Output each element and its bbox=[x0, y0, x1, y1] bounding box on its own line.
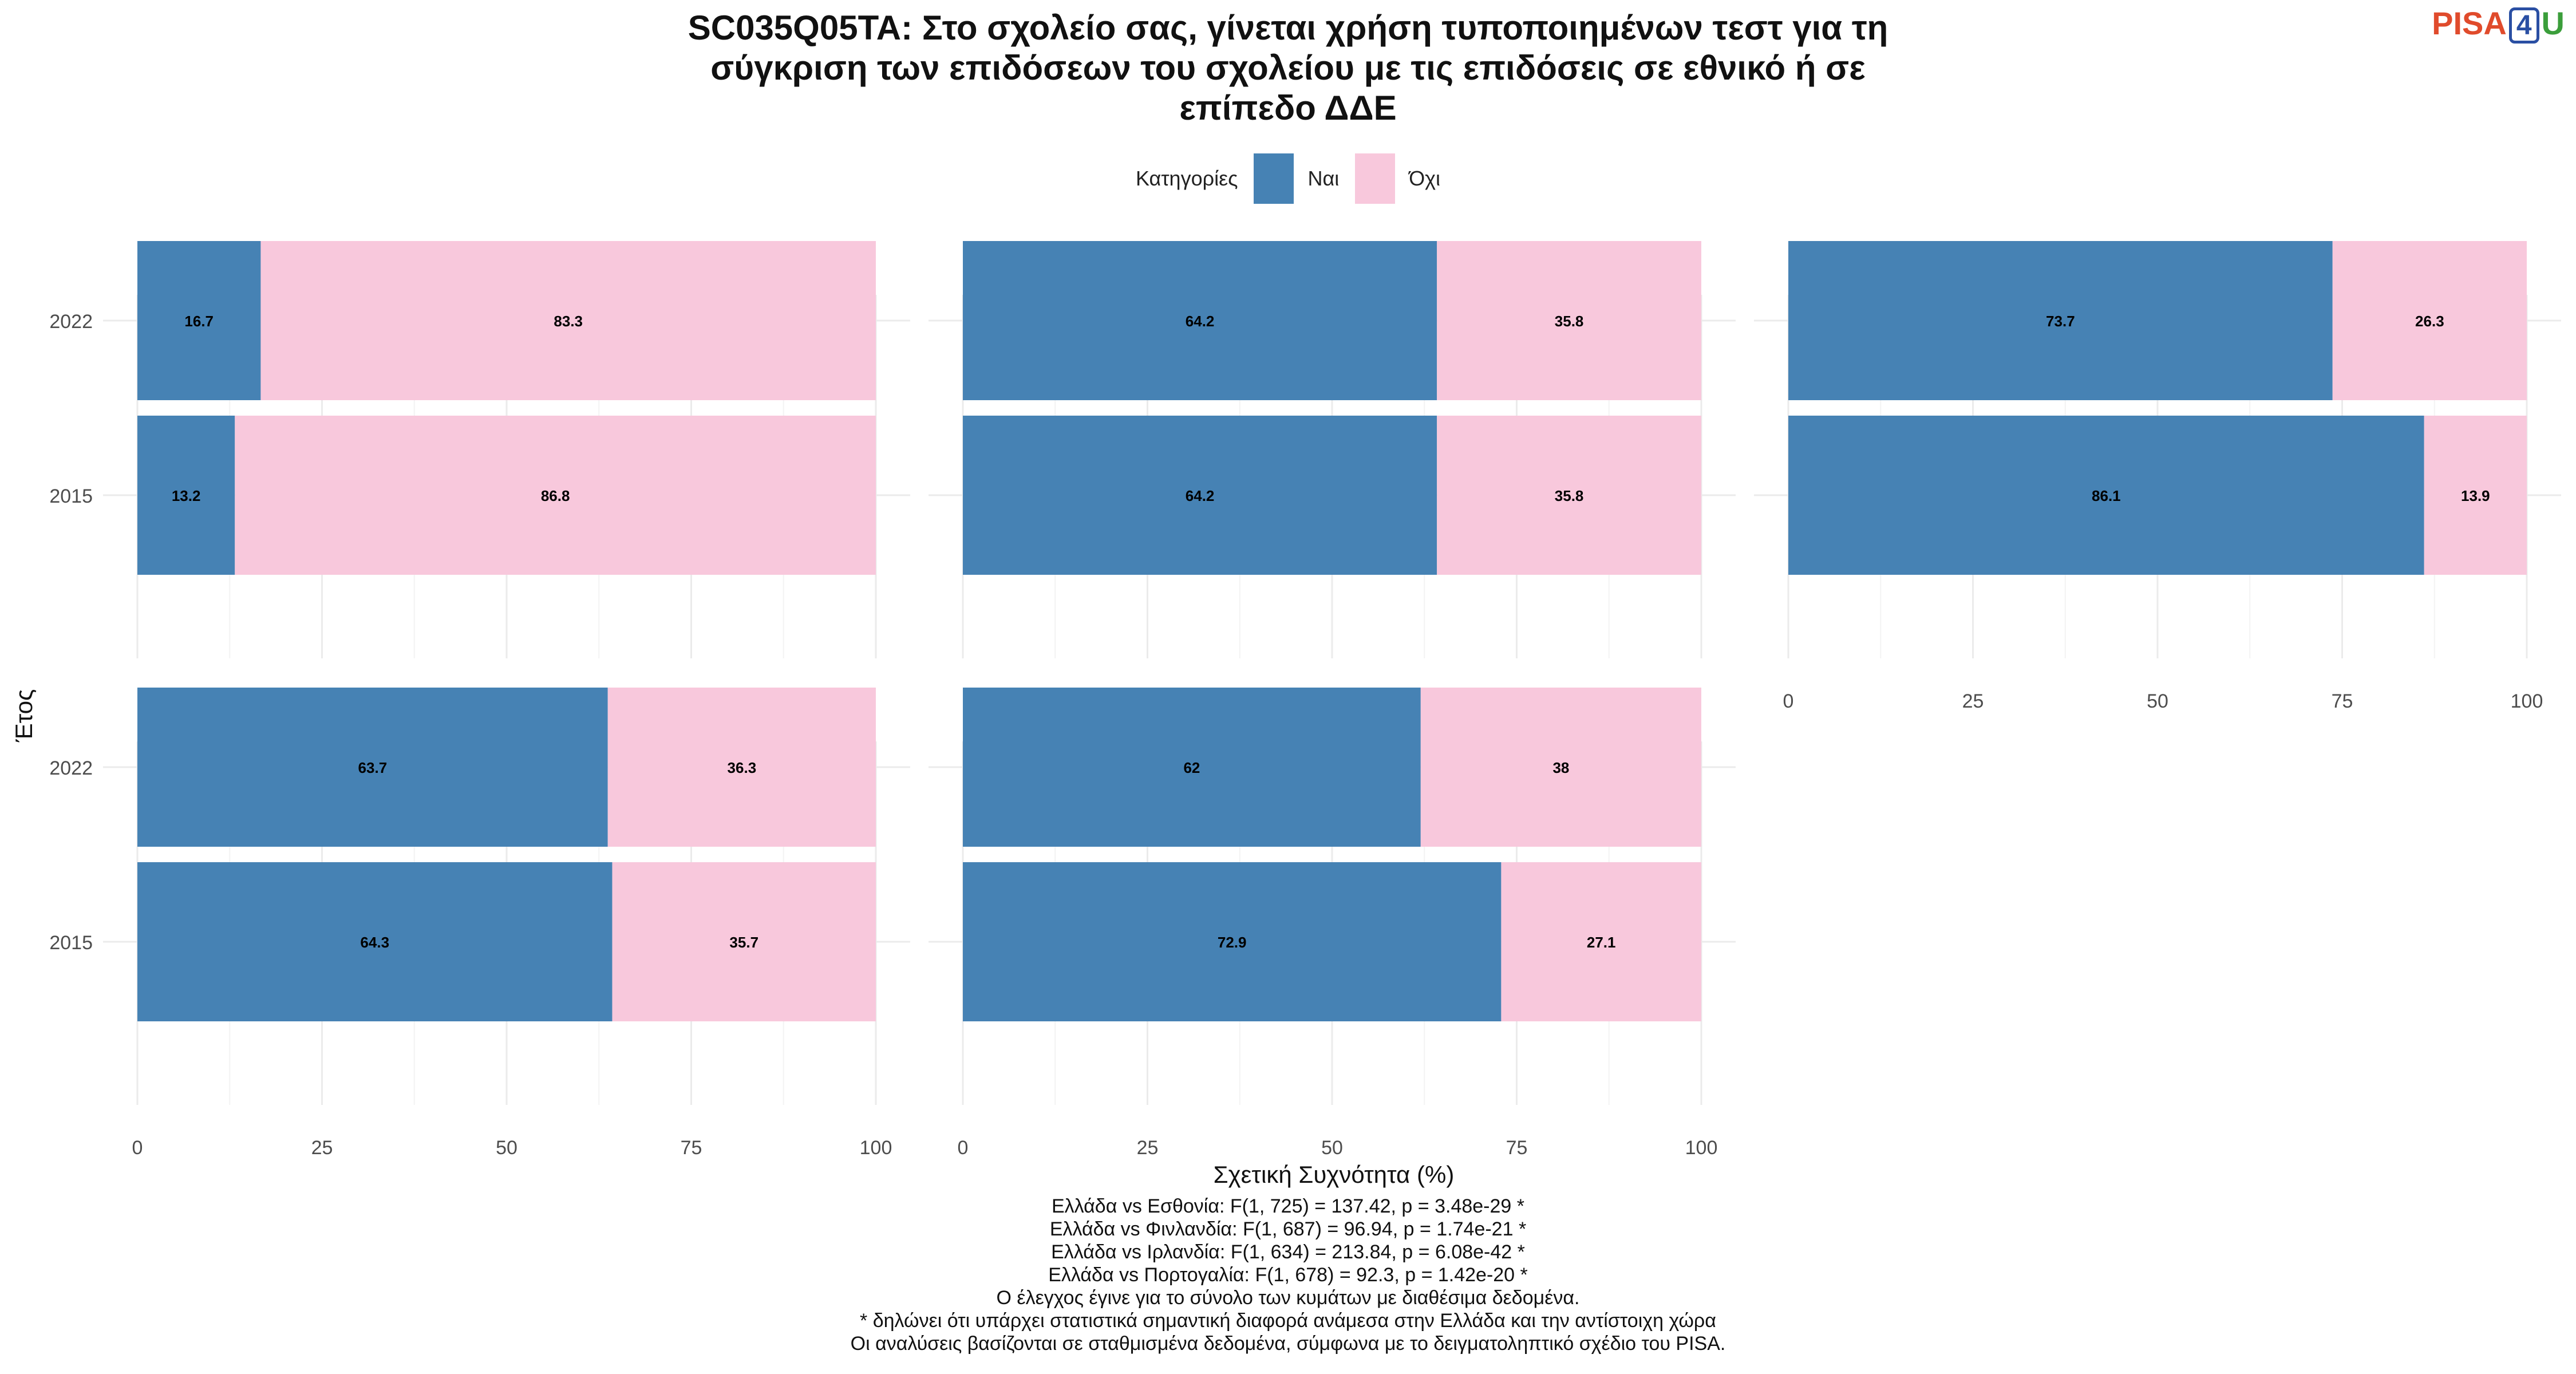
footnote-line: Ελλάδα vs Φινλανδία: F(1, 687) = 96.94, … bbox=[1049, 1218, 1527, 1240]
facet-panel: Πορτογαλία63.736.364.335.720222015025507… bbox=[49, 688, 910, 1159]
y-axis-title: Έτος bbox=[10, 689, 37, 743]
footnote-line: Οι αναλύσεις βασίζονται σε σταθμισμένα δ… bbox=[850, 1333, 1726, 1355]
data-label: 63.7 bbox=[358, 759, 388, 776]
x-tick-label: 25 bbox=[1137, 1137, 1159, 1159]
bar-segment bbox=[1437, 416, 1701, 575]
bar-segment bbox=[2424, 416, 2527, 575]
x-tick-label: 0 bbox=[958, 1137, 969, 1159]
legend-label-yes: Ναι bbox=[1307, 167, 1340, 190]
data-label: 86.8 bbox=[541, 487, 570, 504]
legend-swatch-yes bbox=[1254, 153, 1294, 204]
bar-segment bbox=[260, 241, 876, 400]
chart-title-line-3: επίπεδο ΔΔΕ bbox=[1179, 89, 1397, 127]
bar-segment bbox=[137, 416, 235, 575]
legend-label-no: Όχι bbox=[1409, 167, 1441, 190]
bar-segment bbox=[1420, 688, 1701, 847]
x-axis-title: Σχετική Συχνότητα (%) bbox=[1214, 1161, 1455, 1188]
logo-four-text: 4 bbox=[2508, 7, 2539, 44]
x-tick-label: 75 bbox=[1506, 1137, 1528, 1159]
x-tick-label: 0 bbox=[1783, 690, 1794, 712]
x-tick-label: 75 bbox=[2332, 690, 2353, 712]
data-label: 36.3 bbox=[728, 759, 757, 776]
data-label: 86.1 bbox=[2092, 487, 2121, 504]
logo-pisa-text: PISA bbox=[2432, 5, 2507, 41]
legend-title: Κατηγορίες bbox=[1135, 167, 1238, 190]
bar-segment bbox=[137, 241, 261, 400]
facet-panel: Φινλανδία64.235.864.235.8 bbox=[929, 241, 1736, 658]
bar-segment bbox=[612, 862, 876, 1021]
data-label: 13.9 bbox=[2461, 487, 2490, 504]
bar-segment bbox=[607, 688, 876, 847]
bar-segment bbox=[137, 862, 613, 1021]
y-tick-label: 2022 bbox=[49, 311, 93, 333]
legend: Κατηγορίες Ναι Όχι bbox=[0, 153, 2576, 204]
data-label: 27.1 bbox=[1587, 934, 1616, 951]
logo-u-text: U bbox=[2541, 5, 2565, 41]
data-label: 64.2 bbox=[1186, 487, 1215, 504]
bar-segment bbox=[235, 416, 876, 575]
y-tick-label: 2022 bbox=[49, 757, 93, 779]
data-label: 16.7 bbox=[184, 313, 214, 330]
data-label: 64.3 bbox=[360, 934, 389, 951]
chart-title-line-2: σύγκριση των επιδόσεων του σχολείου με τ… bbox=[710, 49, 1866, 87]
bar-segment bbox=[137, 688, 608, 847]
bar-segment bbox=[1437, 241, 1701, 400]
y-tick-label: 2015 bbox=[49, 932, 93, 954]
footnote-line: Ελλάδα vs Ιρλανδία: F(1, 634) = 213.84, … bbox=[1051, 1241, 1525, 1263]
bar-segment bbox=[963, 688, 1421, 847]
data-label: 26.3 bbox=[2415, 313, 2444, 330]
bar-segment bbox=[963, 241, 1437, 400]
footnote-line: * δηλώνει ότι υπάρχει στατιστικά σημαντι… bbox=[860, 1310, 1716, 1332]
data-label: 64.2 bbox=[1186, 313, 1215, 330]
x-tick-label: 50 bbox=[1321, 1137, 1343, 1159]
x-tick-label: 0 bbox=[132, 1137, 143, 1159]
x-tick-label: 25 bbox=[1962, 690, 1984, 712]
data-label: 72.9 bbox=[1218, 934, 1247, 951]
x-tick-label: 50 bbox=[2147, 690, 2168, 712]
bar-segment bbox=[963, 862, 1502, 1021]
x-tick-label: 75 bbox=[681, 1137, 702, 1159]
data-label: 35.8 bbox=[1555, 487, 1584, 504]
x-tick-label: 25 bbox=[311, 1137, 333, 1159]
bar-segment bbox=[963, 416, 1437, 575]
data-label: 35.7 bbox=[729, 934, 758, 951]
footnote-line: Ο έλεγχος έγινε για το σύνολο των κυμάτω… bbox=[996, 1287, 1580, 1309]
data-label: 73.7 bbox=[2046, 313, 2075, 330]
bar-segment bbox=[1788, 416, 2424, 575]
data-label: 83.3 bbox=[554, 313, 583, 330]
data-label: 38 bbox=[1552, 759, 1569, 776]
y-tick-label: 2015 bbox=[49, 485, 93, 507]
data-label: 35.8 bbox=[1555, 313, 1584, 330]
chart-title-line-1: SC035Q05TA: Στο σχολείο σας, γίνεται χρή… bbox=[688, 9, 1888, 47]
bar-segment bbox=[1788, 241, 2333, 400]
legend-swatch-no bbox=[1355, 153, 1396, 204]
x-tick-label: 50 bbox=[496, 1137, 517, 1159]
x-tick-label: 100 bbox=[1685, 1137, 1718, 1159]
x-tick-label: 100 bbox=[860, 1137, 892, 1159]
bar-segment bbox=[1501, 862, 1701, 1021]
data-label: 62 bbox=[1183, 759, 1200, 776]
footnote-line: Ελλάδα vs Εσθονία: F(1, 725) = 137.42, p… bbox=[1051, 1195, 1524, 1217]
footnote-line: Ελλάδα vs Πορτογαλία: F(1, 678) = 92.3, … bbox=[1048, 1264, 1528, 1286]
bar-segment bbox=[2332, 241, 2527, 400]
data-label: 13.2 bbox=[172, 487, 201, 504]
x-tick-label: 100 bbox=[2511, 690, 2543, 712]
pisa4u-logo: PISA 4 U bbox=[2432, 5, 2565, 44]
